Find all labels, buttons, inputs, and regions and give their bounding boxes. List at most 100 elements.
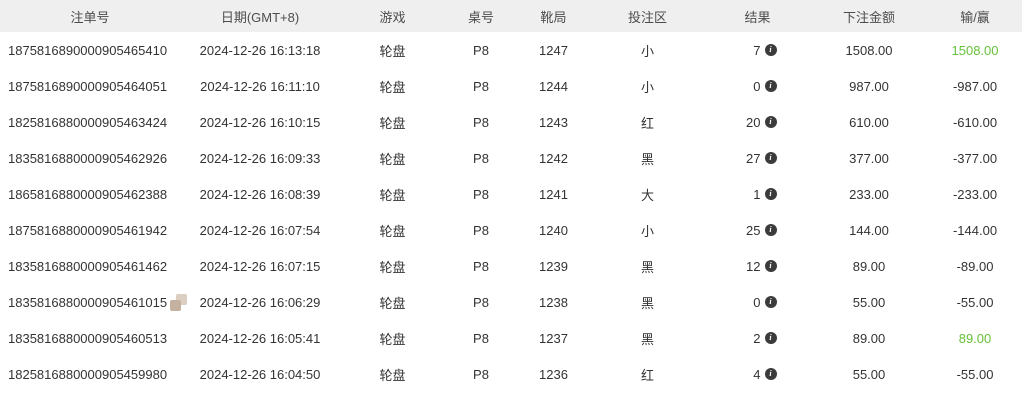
bet-area-cell: 小 (640, 223, 654, 239)
result-cell: 4 i (705, 356, 810, 392)
win-loss-value: -233.00 (952, 186, 998, 202)
result-info-icon[interactable]: i (764, 296, 777, 308)
win-loss-cell: -610.00 (928, 104, 1022, 140)
result-info-icon[interactable]: i (764, 188, 777, 200)
result-info-icon[interactable]: i (764, 368, 777, 380)
bet-amount-cell: 89.00 (852, 330, 886, 346)
date-cell: 2024-12-26 16:07:15 (199, 258, 321, 274)
result-info-icon[interactable]: i (764, 260, 777, 272)
result-value: 25 (746, 222, 761, 238)
result-cell: 1 i (705, 176, 810, 212)
date-cell: 2024-12-26 16:08:39 (199, 186, 321, 202)
bet-amount-cell: 987.00 (849, 78, 889, 94)
game-cell: 轮盘 (379, 367, 406, 383)
bet-id-cell: 1825816880000905463424 (0, 104, 180, 140)
table-row: 1835816880000905461015 2024-12-26 16:06:… (0, 284, 1022, 320)
game-cell: 轮盘 (379, 115, 406, 131)
bet-area-cell: 红 (640, 115, 654, 131)
shoe-round-cell: 1238 (539, 294, 568, 310)
bet-id-value: 1825816880000905459980 (8, 366, 168, 382)
win-loss-value: -377.00 (952, 150, 998, 166)
table-body: 1875816890000905465410 2024-12-26 16:13:… (0, 32, 1022, 392)
table-header: 注单号 日期(GMT+8) 游戏 桌号 靴局 投注区 结果 下注金额 输/赢 (0, 0, 1022, 32)
shoe-round-cell: 1242 (539, 150, 568, 166)
date-cell: 2024-12-26 16:05:41 (199, 330, 321, 346)
result-info-icon[interactable]: i (764, 80, 777, 92)
bet-amount-cell: 377.00 (849, 150, 889, 166)
result-cell: 25 i (705, 212, 810, 248)
column-header-date: 日期(GMT+8) (180, 0, 340, 32)
column-header-win-loss: 输/赢 (928, 0, 1022, 32)
win-loss-value: -55.00 (956, 366, 994, 382)
result-cell: 27 i (705, 140, 810, 176)
bet-area-cell: 黑 (640, 295, 654, 311)
win-loss-value: -610.00 (952, 114, 998, 130)
header-row: 注单号 日期(GMT+8) 游戏 桌号 靴局 投注区 结果 下注金额 输/赢 (0, 0, 1022, 32)
result-info-icon[interactable]: i (764, 332, 777, 344)
shoe-round-cell: 1239 (539, 258, 568, 274)
column-header-shoe-round: 靴局 (517, 0, 590, 32)
date-cell: 2024-12-26 16:11:10 (200, 78, 320, 94)
bet-area-cell: 黑 (640, 259, 654, 275)
bet-area-cell: 红 (640, 367, 654, 383)
bet-id-value: 1835816880000905460513 (8, 330, 168, 346)
bet-amount-cell: 1508.00 (845, 42, 893, 58)
win-loss-cell: 89.00 (928, 320, 1022, 356)
bet-id-cell: 1835816880000905462926 (0, 140, 180, 176)
table-row: 1835816880000905461462 2024-12-26 16:07:… (0, 248, 1022, 284)
table-row: 1825816880000905463424 2024-12-26 16:10:… (0, 104, 1022, 140)
game-cell: 轮盘 (379, 331, 406, 347)
win-loss-cell: -55.00 (928, 356, 1022, 392)
game-cell: 轮盘 (379, 151, 406, 167)
column-header-bet-area: 投注区 (590, 0, 705, 32)
win-loss-cell: -233.00 (928, 176, 1022, 212)
table-no-cell: P8 (473, 258, 489, 274)
bet-id-value: 1835816880000905461015 (8, 294, 168, 310)
result-info-icon[interactable]: i (764, 44, 777, 56)
bet-area-cell: 小 (640, 79, 654, 95)
game-cell: 轮盘 (379, 223, 406, 239)
bet-id-value: 1835816880000905461462 (8, 258, 168, 274)
copy-icon[interactable] (170, 293, 188, 311)
result-info-icon[interactable]: i (764, 152, 777, 164)
result-info-icon[interactable]: i (764, 116, 777, 128)
column-header-result: 结果 (705, 0, 810, 32)
win-loss-cell: -987.00 (928, 68, 1022, 104)
result-value: 7 (753, 42, 761, 58)
win-loss-value: 1508.00 (951, 42, 999, 58)
date-cell: 2024-12-26 16:07:54 (199, 222, 321, 238)
result-value: 27 (746, 150, 761, 166)
shoe-round-cell: 1236 (539, 366, 568, 382)
column-header-table-no: 桌号 (445, 0, 517, 32)
shoe-round-cell: 1240 (539, 222, 568, 238)
result-cell: 20 i (705, 104, 810, 140)
table-no-cell: P8 (473, 42, 489, 58)
game-cell: 轮盘 (379, 79, 406, 95)
bet-area-cell: 小 (640, 43, 654, 59)
bet-id-cell: 1875816890000905465410 (0, 32, 180, 68)
win-loss-value: -89.00 (956, 258, 994, 274)
result-cell: 2 i (705, 320, 810, 356)
result-cell: 7 i (705, 32, 810, 68)
bet-area-cell: 黑 (640, 151, 654, 167)
table-no-cell: P8 (473, 186, 489, 202)
table-no-cell: P8 (473, 330, 489, 346)
bet-id-value: 1875816890000905464051 (8, 78, 168, 94)
shoe-round-cell: 1243 (539, 114, 568, 130)
win-loss-value: -55.00 (956, 294, 994, 310)
bet-amount-cell: 144.00 (849, 222, 889, 238)
table-no-cell: P8 (473, 114, 489, 130)
bet-id-cell: 1835816880000905461462 (0, 248, 180, 284)
table-no-cell: P8 (473, 150, 489, 166)
table-row: 1875816880000905461942 2024-12-26 16:07:… (0, 212, 1022, 248)
bet-id-cell: 1835816880000905461015 (0, 284, 188, 320)
table-no-cell: P8 (473, 366, 489, 382)
date-cell: 2024-12-26 16:09:33 (199, 150, 321, 166)
date-cell: 2024-12-26 16:06:29 (199, 294, 321, 310)
bet-id-cell: 1875816890000905464051 (0, 68, 180, 104)
result-info-icon[interactable]: i (764, 224, 777, 236)
win-loss-cell: -89.00 (928, 248, 1022, 284)
result-value: 20 (746, 114, 761, 130)
bet-id-cell: 1825816880000905459980 (0, 356, 180, 392)
bet-area-cell: 黑 (640, 331, 654, 347)
